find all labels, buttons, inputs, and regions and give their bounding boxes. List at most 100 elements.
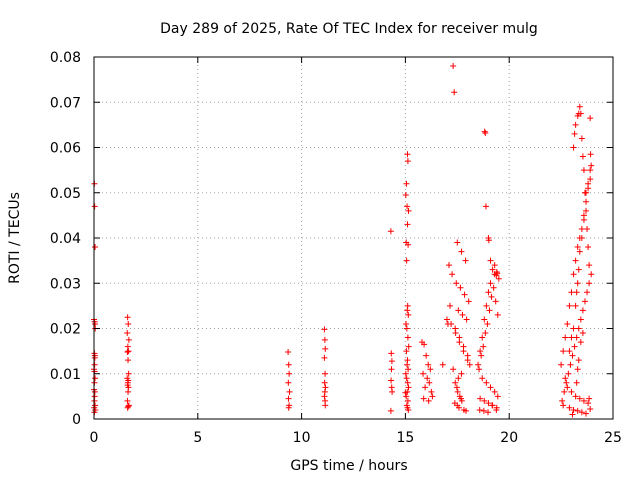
data-point <box>389 388 396 395</box>
data-point <box>422 384 429 391</box>
data-point <box>321 379 328 386</box>
data-point <box>588 271 595 278</box>
data-point <box>574 407 581 414</box>
data-point <box>387 407 394 414</box>
data-point <box>322 402 329 409</box>
data-point <box>573 379 580 386</box>
data-points <box>91 63 595 418</box>
data-point <box>125 336 132 343</box>
x-tick-label: 0 <box>90 430 99 446</box>
data-point <box>579 330 586 337</box>
data-point <box>485 409 492 416</box>
data-point <box>425 397 432 404</box>
data-point <box>483 302 490 309</box>
data-point <box>561 388 568 395</box>
data-point <box>481 128 488 135</box>
data-point <box>421 341 428 348</box>
data-point <box>450 63 457 70</box>
data-point <box>585 400 592 407</box>
data-point <box>480 407 487 414</box>
data-point <box>405 241 412 248</box>
data-point <box>480 343 487 350</box>
data-point <box>571 343 578 350</box>
data-point <box>588 162 595 169</box>
data-point <box>404 203 411 210</box>
data-point <box>568 289 575 296</box>
data-point <box>574 366 581 373</box>
data-point <box>466 361 473 368</box>
data-point <box>476 366 483 373</box>
data-point <box>429 393 436 400</box>
data-point <box>566 348 573 355</box>
grid-lines <box>94 57 613 419</box>
data-point <box>576 103 583 110</box>
data-point <box>404 379 411 386</box>
data-point <box>405 406 412 413</box>
axis-ticks <box>93 56 614 420</box>
data-point <box>91 361 98 368</box>
data-point <box>402 370 409 377</box>
data-point <box>484 320 491 327</box>
data-point <box>459 311 466 318</box>
data-point <box>125 388 132 395</box>
x-tick-label: 20 <box>500 430 518 446</box>
data-point <box>125 357 132 364</box>
data-point <box>572 257 579 264</box>
data-point <box>452 379 459 386</box>
data-point <box>583 198 590 205</box>
data-point <box>439 361 446 368</box>
data-point <box>321 336 328 343</box>
chart-title: Day 289 of 2025, Rate Of TEC Index for r… <box>160 21 538 37</box>
data-point <box>124 397 131 404</box>
data-point <box>443 316 450 323</box>
data-point <box>566 404 573 411</box>
data-point <box>322 384 329 391</box>
data-point <box>404 361 411 368</box>
data-point <box>285 379 292 386</box>
data-point <box>403 348 410 355</box>
data-point <box>403 375 410 382</box>
data-point <box>403 257 410 264</box>
data-point <box>585 185 592 192</box>
data-point <box>477 395 484 402</box>
data-point <box>482 203 489 210</box>
data-point <box>578 225 585 232</box>
data-point <box>488 293 495 300</box>
data-point <box>562 334 569 341</box>
data-point <box>460 348 467 355</box>
data-point <box>447 302 454 309</box>
data-point <box>559 397 566 404</box>
data-point <box>125 370 132 377</box>
data-point <box>574 280 581 287</box>
data-point <box>91 318 98 325</box>
data-point <box>587 115 594 122</box>
y-tick-label: 0.03 <box>50 276 81 292</box>
data-point <box>572 393 579 400</box>
y-tick-label: 0.04 <box>50 231 81 247</box>
x-tick-label: 25 <box>604 430 622 446</box>
data-point <box>568 334 575 341</box>
data-point <box>449 271 456 278</box>
data-point <box>91 354 98 361</box>
data-point <box>463 316 470 323</box>
data-point <box>388 350 395 357</box>
data-point <box>453 384 460 391</box>
data-point <box>485 400 492 407</box>
data-point <box>584 289 591 296</box>
y-tick-label: 0.08 <box>50 50 81 66</box>
data-point <box>457 284 464 291</box>
data-point <box>577 339 584 346</box>
data-point <box>568 388 575 395</box>
data-point <box>585 244 592 251</box>
data-point <box>458 370 465 377</box>
data-point <box>462 257 469 264</box>
data-point <box>285 361 292 368</box>
data-point <box>321 354 328 361</box>
data-point <box>489 266 496 273</box>
y-axis-label: ROTI / TECUs <box>7 192 23 284</box>
data-point <box>495 275 502 282</box>
y-tick-label: 0.05 <box>50 186 81 202</box>
data-point <box>491 388 498 395</box>
data-point <box>285 349 292 356</box>
data-point <box>451 89 458 96</box>
